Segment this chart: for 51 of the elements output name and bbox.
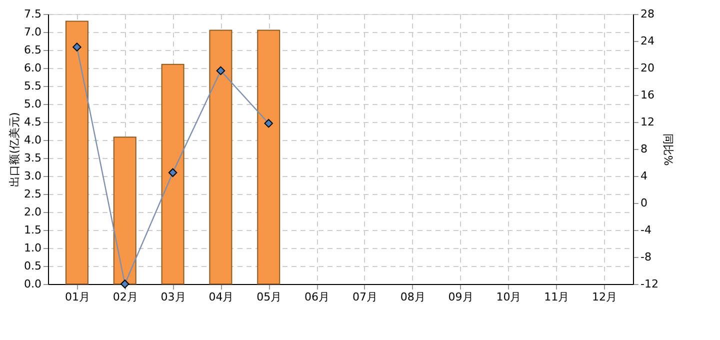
y2-tick-label: 24 — [640, 34, 654, 48]
x-tick-label: 05月 — [256, 290, 282, 304]
y-tick-label: 3.0 — [24, 170, 42, 182]
y-tick-label: 0.5 — [24, 260, 42, 272]
point — [216, 66, 226, 76]
y-axis-title: 出口额(亿美元) — [8, 112, 22, 187]
y-tick-label: 4.0 — [24, 134, 42, 146]
y2-tick-label: -12 — [640, 278, 658, 290]
x-tick-label: 04月 — [208, 290, 234, 304]
y2-tick-label: 20 — [640, 62, 654, 74]
point — [120, 280, 130, 288]
bar — [209, 30, 232, 284]
bar — [65, 20, 88, 284]
y-tick-label: 3.5 — [24, 152, 42, 164]
y-tick-label: 1.5 — [24, 224, 42, 236]
y2-tick-label: 8 — [640, 142, 648, 156]
y-tick-label: 2.0 — [24, 206, 42, 218]
y2-axis-title: 同比% — [661, 133, 674, 166]
y-tick-label: 4.5 — [24, 116, 42, 128]
y-tick-label: 1.0 — [24, 242, 42, 254]
x-tick-label: 01月 — [64, 290, 90, 304]
bar — [161, 64, 184, 284]
y-tick-label: 5.5 — [24, 80, 42, 92]
y-tick-label: 2.5 — [24, 188, 42, 200]
y-tick-label: 6.0 — [24, 62, 42, 74]
bar — [257, 30, 280, 284]
x-tick-label: 09月 — [448, 290, 474, 304]
y2-tick-label: -8 — [640, 250, 652, 264]
y2-tick-label: 28 — [640, 8, 654, 20]
x-tick-label: 03月 — [160, 290, 186, 304]
y-tick-label: 6.5 — [24, 44, 42, 56]
x-tick-label: 08月 — [400, 290, 426, 304]
x-tick-label: 02月 — [112, 290, 138, 304]
point — [264, 118, 273, 128]
x-tick-label: 07月 — [352, 290, 378, 304]
point — [72, 42, 82, 52]
y2-tick-label: 0 — [640, 196, 648, 210]
y2-tick-label: 4 — [640, 170, 648, 182]
y-tick-label: 0.0 — [24, 278, 42, 290]
y-tick-label: 5.0 — [24, 98, 42, 110]
y2-tick-label: -4 — [640, 224, 652, 236]
x-tick-label: 11月 — [544, 290, 570, 304]
x-tick-label: 12月 — [592, 290, 618, 304]
y-tick-label: 7.5 — [24, 8, 42, 20]
x-tick-label: 06月 — [304, 290, 330, 304]
y-tick-label: 7.0 — [24, 26, 42, 38]
x-tick-label: 10月 — [496, 290, 522, 304]
point — [168, 168, 178, 177]
y2-tick-label: 16 — [640, 88, 654, 102]
bar — [113, 136, 136, 284]
y2-tick-label: 12 — [640, 116, 654, 128]
